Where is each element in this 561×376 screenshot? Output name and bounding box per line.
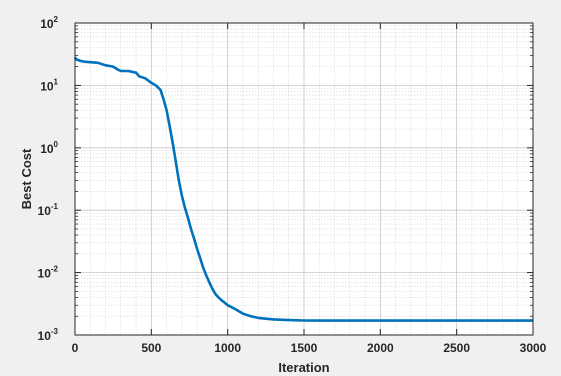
x-tick-label: 0 xyxy=(72,341,79,355)
axis-ticks xyxy=(74,22,534,336)
best-cost-series-line xyxy=(73,56,533,322)
y-tick-label: 10-2 xyxy=(38,265,59,281)
y-tick-label: 10-3 xyxy=(38,327,59,343)
tick-labels: 10-3 10-2 10-1 100 101 102 0 500 1000 1500 2000 250… xyxy=(38,15,547,355)
x-tick-label: 1500 xyxy=(291,341,318,355)
x-tick-label: 1000 xyxy=(214,341,241,355)
y-tick-label: 102 xyxy=(40,15,58,31)
x-tick-label: 2000 xyxy=(367,341,394,355)
x-tick-label: 500 xyxy=(141,341,161,355)
grid xyxy=(74,22,534,336)
y-tick-label: 101 xyxy=(40,77,58,93)
x-axis-label: Iteration xyxy=(278,360,329,375)
y-tick-label: 10-1 xyxy=(38,202,59,218)
x-tick-label: 2500 xyxy=(443,341,470,355)
x-tick-label: 3000 xyxy=(520,341,547,355)
y-tick-label: 100 xyxy=(40,140,58,156)
y-axis-label: Best Cost xyxy=(19,148,34,209)
